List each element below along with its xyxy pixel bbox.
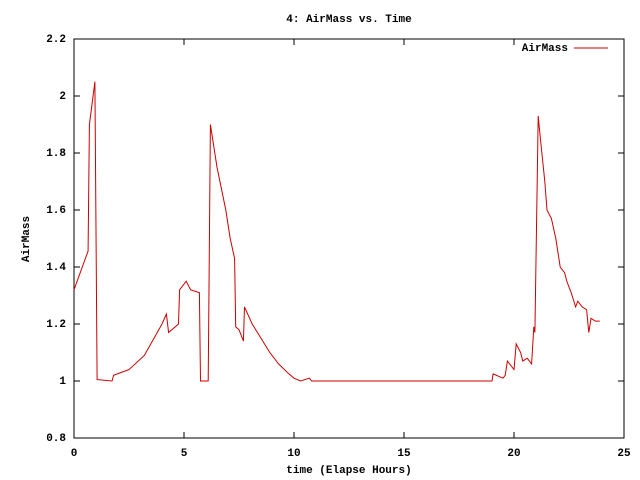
legend-label: AirMass [522, 43, 568, 55]
x-axis-label: time (Elapse Hours) [286, 465, 411, 477]
y-tick-label: 1.6 [46, 205, 66, 217]
y-tick-label: 1 [59, 376, 66, 388]
y-tick-label: 2.2 [46, 34, 66, 46]
plot-frame [73, 38, 625, 439]
y-tick-label: 2 [59, 91, 66, 103]
y-tick-label: 0.8 [46, 433, 66, 445]
data-line [73, 81, 600, 382]
x-tick-label: 5 [181, 448, 188, 460]
y-tick-label: 1.4 [46, 262, 66, 274]
y-tick-label: 1.2 [46, 319, 66, 331]
y-axis-label: AirMass [21, 216, 33, 262]
chart-title: 4: AirMass vs. Time [286, 14, 412, 26]
y-tick-label: 1.8 [46, 148, 66, 160]
x-tick-label: 20 [507, 448, 520, 460]
x-tick-label: 0 [71, 448, 78, 460]
x-tick-label: 25 [617, 448, 631, 460]
x-tick-label: 15 [397, 448, 411, 460]
x-tick-label: 10 [287, 448, 300, 460]
